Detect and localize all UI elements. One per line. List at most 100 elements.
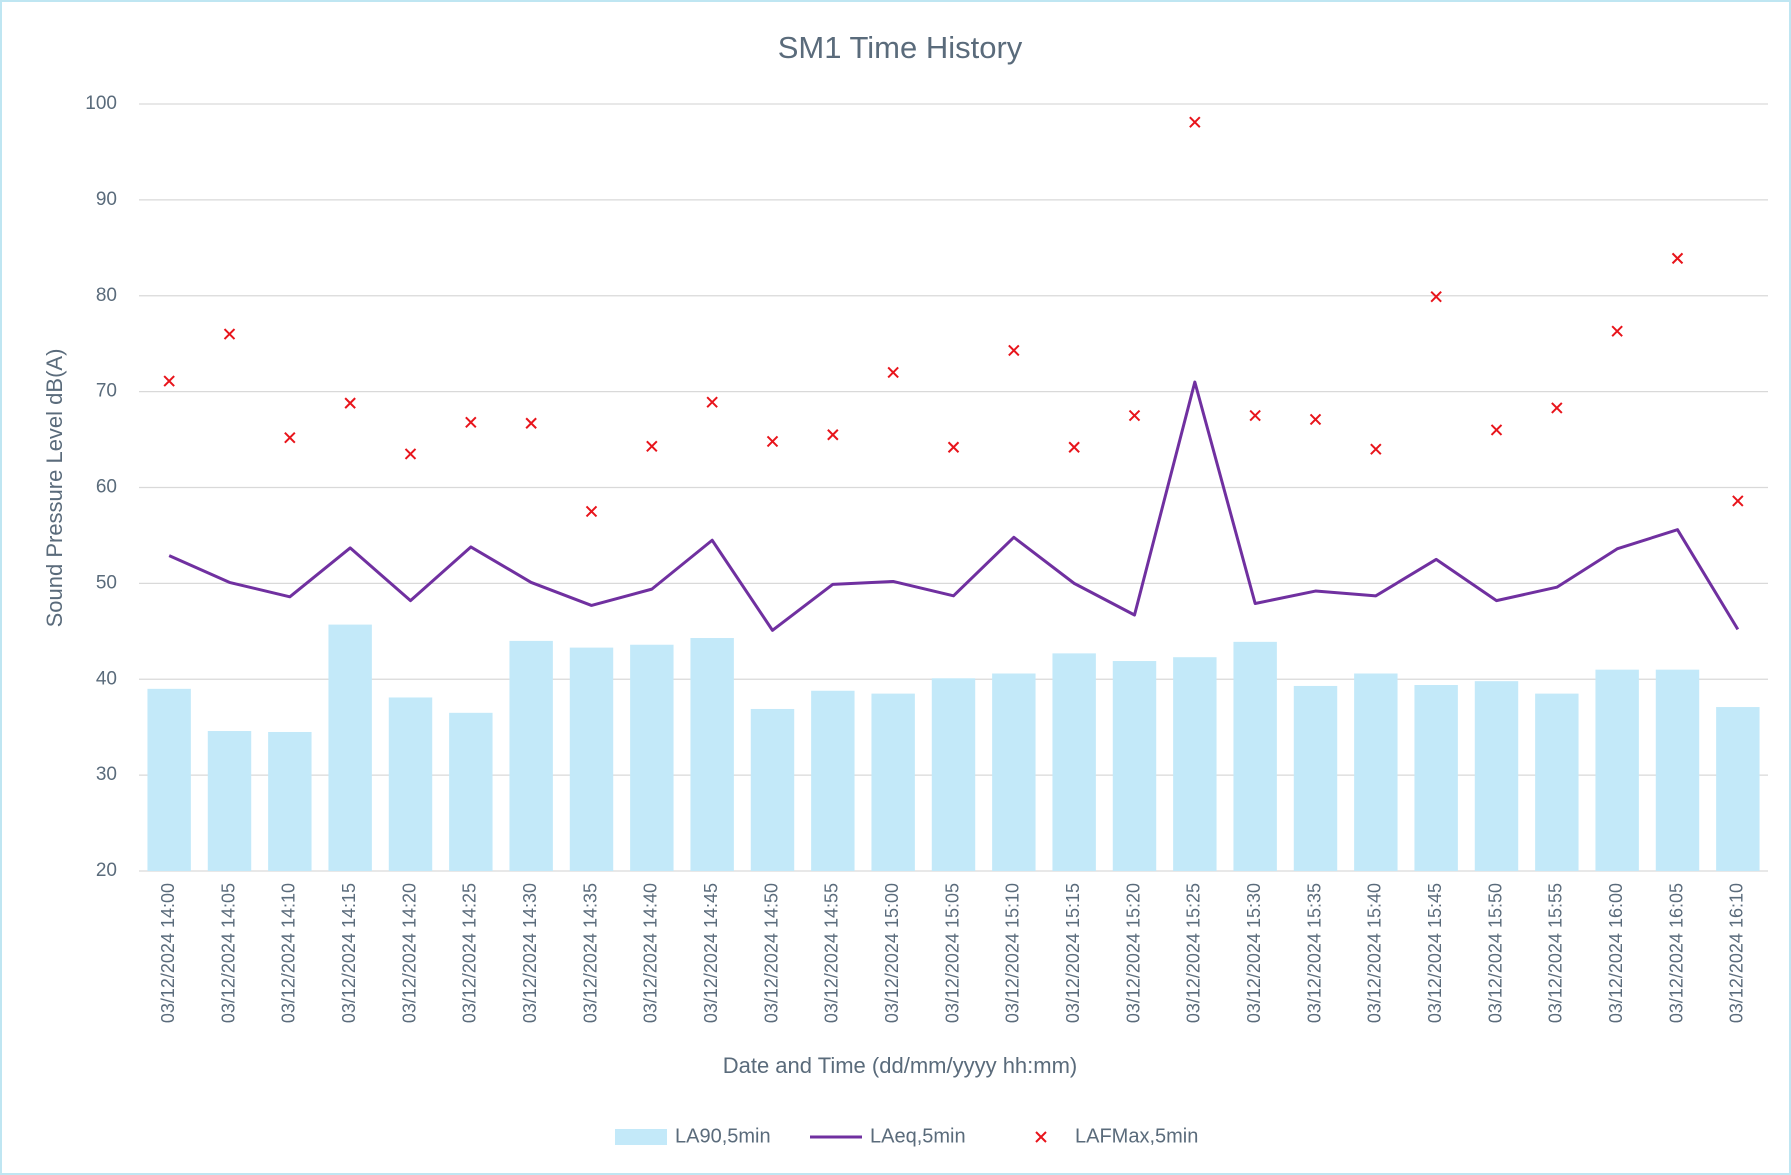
y-tick-label: 90 xyxy=(96,189,117,210)
bar xyxy=(1052,653,1096,871)
marker xyxy=(1611,325,1623,337)
x-tick-label: 03/12/2024 14:35 xyxy=(580,883,600,1023)
bar xyxy=(449,712,493,871)
x-tick-label: 03/12/2024 14:40 xyxy=(641,883,661,1023)
marker xyxy=(1490,424,1503,436)
marker xyxy=(766,435,779,448)
bar xyxy=(811,690,855,871)
bar xyxy=(569,647,614,871)
bar xyxy=(1173,657,1217,871)
line xyxy=(168,380,1740,632)
x-tick-label: 03/12/2024 15:10 xyxy=(1003,883,1023,1023)
y-tick-label: 70 xyxy=(96,381,117,402)
legend-swatch xyxy=(1035,1131,1047,1143)
bar xyxy=(268,731,312,871)
y-tick-label: 60 xyxy=(96,477,117,498)
marker xyxy=(1128,409,1141,422)
x-tick-label: 03/12/2024 14:45 xyxy=(701,883,721,1023)
x-tick-label: 03/12/2024 14:10 xyxy=(279,883,299,1023)
marker xyxy=(163,375,175,387)
bar xyxy=(388,697,433,871)
chart-title: SM1 Time History xyxy=(778,30,1023,65)
x-tick-label: 03/12/2024 15:55 xyxy=(1546,883,1566,1023)
marker xyxy=(223,328,236,340)
bar xyxy=(992,673,1036,871)
x-tick-label: 03/12/2024 16:10 xyxy=(1727,883,1747,1023)
bar xyxy=(630,644,674,871)
x-tick-label: 03/12/2024 15:40 xyxy=(1365,883,1385,1023)
marker xyxy=(887,366,899,379)
bar xyxy=(1233,641,1277,871)
marker xyxy=(1068,441,1080,453)
marker xyxy=(1249,409,1261,422)
y-tick-label: 40 xyxy=(96,668,117,689)
x-tick-label: 03/12/2024 15:15 xyxy=(1063,883,1083,1023)
marker xyxy=(465,416,477,429)
legend-label: LA90,5min xyxy=(675,1125,771,1147)
marker xyxy=(1732,495,1744,507)
x-tick-label: 03/12/2024 14:00 xyxy=(158,883,178,1023)
y-tick-label: 100 xyxy=(85,93,117,114)
legend-label: LAeq,5min xyxy=(870,1125,966,1147)
x-tick-label: 03/12/2024 15:30 xyxy=(1244,883,1264,1023)
x-tick-label: 03/12/2024 16:05 xyxy=(1666,883,1686,1023)
x-tick-label: 03/12/2024 15:50 xyxy=(1485,883,1505,1023)
marker xyxy=(1671,252,1684,265)
bar xyxy=(1716,707,1760,871)
x-tick-label: 03/12/2024 15:05 xyxy=(942,883,962,1023)
y-axis-title: Sound Pressure Level dB(A) xyxy=(42,349,67,628)
marker xyxy=(404,448,417,460)
y-tick-label: 50 xyxy=(96,572,117,593)
marker xyxy=(1008,344,1020,357)
legend-label: LAFMax,5min xyxy=(1075,1125,1198,1147)
x-tick-label: 03/12/2024 14:55 xyxy=(822,883,842,1023)
y-tick-label: 80 xyxy=(96,285,117,306)
legend-swatch xyxy=(615,1129,667,1145)
bar xyxy=(1535,693,1579,871)
x-tick-label: 03/12/2024 14:25 xyxy=(460,883,480,1023)
marker xyxy=(947,441,960,453)
marker xyxy=(827,429,839,441)
x-tick-label: 03/12/2024 15:00 xyxy=(882,883,902,1023)
x-tick-label: 03/12/2024 14:50 xyxy=(761,883,781,1023)
bar xyxy=(328,624,372,871)
x-tick-label: 03/12/2024 15:45 xyxy=(1425,883,1445,1023)
x-tick-label: 03/12/2024 15:20 xyxy=(1123,883,1143,1023)
marker xyxy=(1189,116,1201,128)
x-tick-label: 03/12/2024 14:30 xyxy=(520,883,540,1023)
marker xyxy=(585,505,598,518)
bar xyxy=(1414,685,1458,871)
x-tick-label: 03/12/2024 15:35 xyxy=(1304,883,1324,1023)
x-tick-label: 03/12/2024 16:00 xyxy=(1606,883,1626,1023)
marker xyxy=(1309,413,1322,426)
x-tick-label: 03/12/2024 14:20 xyxy=(399,883,419,1023)
bar xyxy=(509,640,553,871)
bar xyxy=(1595,669,1639,871)
x-axis-title: Date and Time (dd/mm/yyyy hh:mm) xyxy=(723,1053,1078,1078)
bar xyxy=(207,731,252,871)
bar xyxy=(1474,681,1519,871)
marker xyxy=(1370,443,1382,455)
marker xyxy=(646,440,658,452)
x-tick-label: 03/12/2024 14:15 xyxy=(339,883,359,1023)
marker xyxy=(525,417,537,429)
bar xyxy=(147,688,191,871)
bar xyxy=(690,638,734,871)
marker xyxy=(284,431,296,444)
x-tick-label: 03/12/2024 14:05 xyxy=(218,883,238,1023)
bar xyxy=(931,678,976,871)
x-tick-label: 03/12/2024 15:25 xyxy=(1184,883,1204,1023)
marker xyxy=(1551,402,1563,414)
bar xyxy=(1293,685,1338,871)
bar xyxy=(871,693,915,871)
bar xyxy=(1112,661,1157,871)
bar xyxy=(750,708,795,871)
y-tick-label: 20 xyxy=(96,860,117,881)
marker xyxy=(344,397,356,409)
marker xyxy=(1430,291,1442,303)
bar xyxy=(1354,673,1398,871)
y-tick-label: 30 xyxy=(96,764,117,785)
marker xyxy=(706,396,718,408)
bar xyxy=(1655,669,1700,871)
